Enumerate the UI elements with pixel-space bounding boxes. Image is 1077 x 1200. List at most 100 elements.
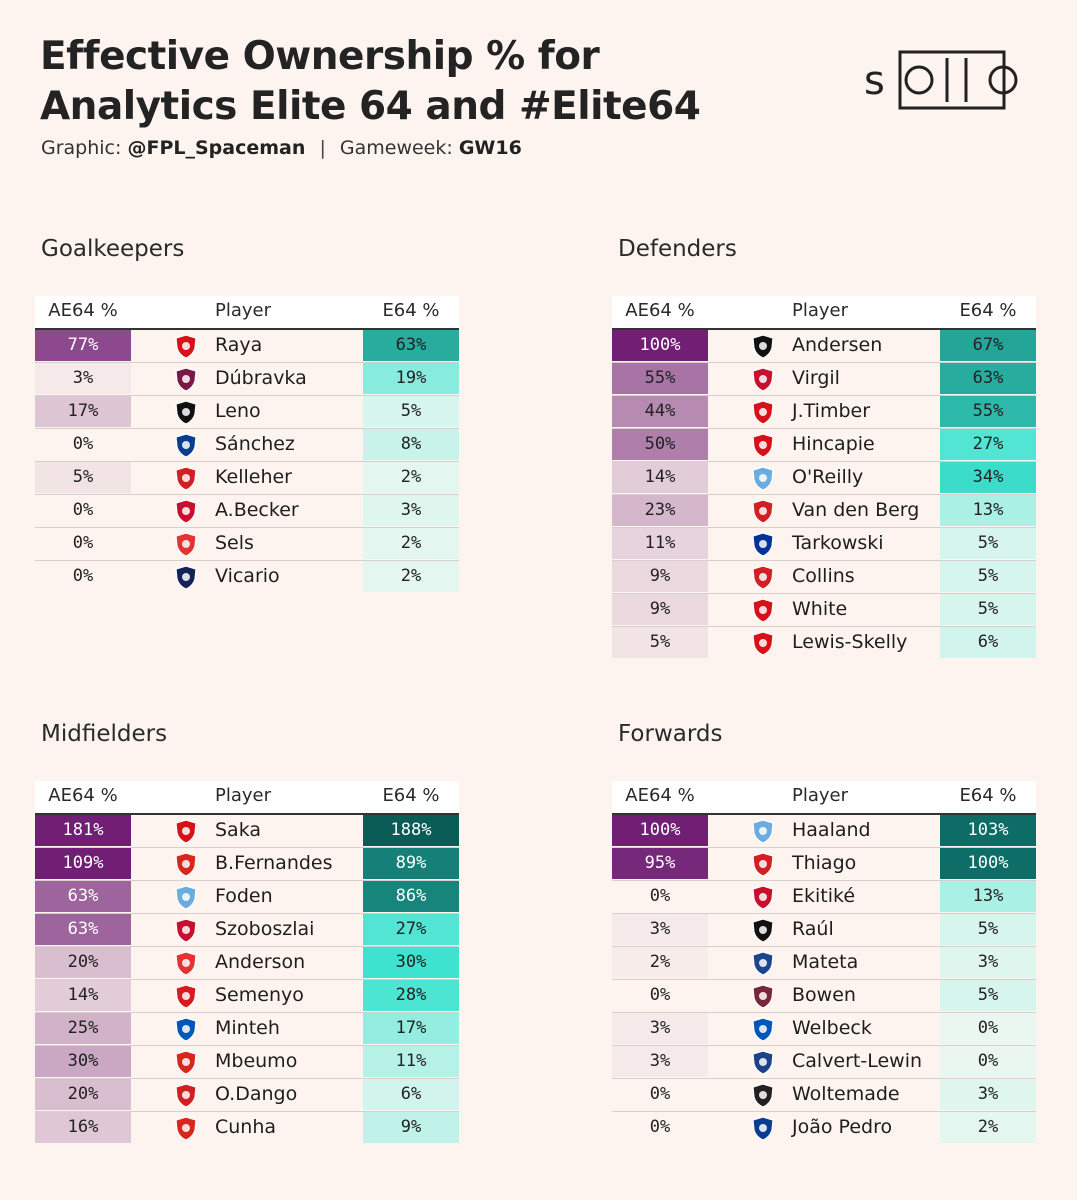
ae64-value-cell: 50% — [612, 429, 708, 460]
e64-value-cell: 3% — [940, 947, 1036, 978]
col-header-e64: E64 % — [363, 785, 459, 806]
chart-title: Effective Ownership % for Analytics Elit… — [40, 32, 740, 132]
ae64-value-cell: 25% — [35, 1013, 131, 1044]
player-name: Haaland — [792, 815, 871, 846]
col-header-e64: E64 % — [940, 300, 1036, 321]
table-row: 5% Lewis-Skelly 6% — [612, 627, 1036, 659]
table-row: 3% Raúl 5% — [612, 914, 1036, 947]
player-name: Tarkowski — [792, 528, 884, 559]
e64-value-cell: 3% — [363, 495, 459, 526]
col-header-ae64: AE64 % — [612, 785, 708, 806]
burnley-crest-icon — [173, 366, 199, 392]
arsenal-crest-icon — [750, 432, 776, 458]
player-name: Mbeumo — [215, 1046, 297, 1077]
e64-value-cell: 27% — [940, 429, 1036, 460]
table-body: 181% Saka 188% 109% B.Fernandes 89% 63% Foden 86… — [35, 815, 459, 1144]
col-header-ae64: AE64 % — [35, 785, 131, 806]
man-city-crest-icon — [173, 884, 199, 910]
table-row: 3% Dúbravka 19% — [35, 363, 459, 396]
ae64-value-cell: 14% — [612, 462, 708, 493]
e64-value-cell: 100% — [940, 848, 1036, 879]
section-title: Goalkeepers — [41, 236, 184, 262]
player-name: Saka — [215, 815, 261, 846]
table-row: 5% Kelleher 2% — [35, 462, 459, 495]
solio-logo-s: s — [864, 58, 885, 104]
table-row: 25% Minteh 17% — [35, 1013, 459, 1046]
col-header-player: Player — [215, 785, 271, 806]
col-header-player: Player — [792, 785, 848, 806]
ae64-value-cell: 3% — [612, 1013, 708, 1044]
e64-value-cell: 2% — [363, 528, 459, 559]
newcastle-crest-icon — [750, 1082, 776, 1108]
table-row: 109% B.Fernandes 89% — [35, 848, 459, 881]
crystal-palace-crest-icon — [750, 950, 776, 976]
solio-logo: s — [862, 44, 1022, 114]
table-row: 0% Sánchez 8% — [35, 429, 459, 462]
player-name: White — [792, 594, 847, 625]
brighton-crest-icon — [173, 1016, 199, 1042]
e64-value-cell: 5% — [940, 980, 1036, 1011]
player-name: Kelleher — [215, 462, 292, 493]
liverpool-crest-icon — [750, 884, 776, 910]
arsenal-crest-icon — [173, 818, 199, 844]
brighton-crest-icon — [750, 1016, 776, 1042]
liverpool-crest-icon — [173, 498, 199, 524]
e64-value-cell: 0% — [940, 1046, 1036, 1077]
player-name: Lewis-Skelly — [792, 627, 907, 658]
table-row: 0% João Pedro 2% — [612, 1112, 1036, 1144]
subtitle: Graphic: @FPL_Spaceman | Gameweek: GW16 — [41, 137, 522, 159]
e64-value-cell: 63% — [363, 330, 459, 361]
table-row: 30% Mbeumo 11% — [35, 1046, 459, 1079]
player-name: B.Fernandes — [215, 848, 333, 879]
gameweek-label: Gameweek: — [340, 137, 453, 159]
player-name: Raúl — [792, 914, 834, 945]
player-name: Anderson — [215, 947, 305, 978]
ae64-value-cell: 0% — [35, 495, 131, 526]
col-header-e64: E64 % — [940, 785, 1036, 806]
e64-value-cell: 5% — [940, 561, 1036, 592]
ae64-value-cell: 0% — [35, 528, 131, 559]
table-row: 14% O'Reilly 34% — [612, 462, 1036, 495]
table-row: 2% Mateta 3% — [612, 947, 1036, 980]
e64-value-cell: 63% — [940, 363, 1036, 394]
section-title: Midfielders — [41, 721, 167, 747]
player-name: Minteh — [215, 1013, 280, 1044]
table-header: AE64 % Player E64 % — [612, 781, 1036, 815]
col-header-player: Player — [792, 300, 848, 321]
player-name: Leno — [215, 396, 261, 427]
player-name: João Pedro — [792, 1112, 892, 1143]
table-row: 95% Thiago 100% — [612, 848, 1036, 881]
player-name: Hincapie — [792, 429, 875, 460]
table-row: 20% O.Dango 6% — [35, 1079, 459, 1112]
arsenal-crest-icon — [750, 630, 776, 656]
ae64-value-cell: 0% — [612, 1112, 708, 1143]
e64-value-cell: 17% — [363, 1013, 459, 1044]
table-row: 9% White 5% — [612, 594, 1036, 627]
e64-value-cell: 2% — [363, 561, 459, 592]
col-header-player: Player — [215, 300, 271, 321]
player-name: Cunha — [215, 1112, 276, 1143]
ae64-value-cell: 0% — [612, 980, 708, 1011]
ae64-value-cell: 3% — [612, 1046, 708, 1077]
e64-value-cell: 2% — [363, 462, 459, 493]
player-name: Calvert-Lewin — [792, 1046, 922, 1077]
chelsea-crest-icon — [173, 432, 199, 458]
ae64-value-cell: 9% — [612, 561, 708, 592]
e64-value-cell: 3% — [940, 1079, 1036, 1110]
midfielders-table: Midfielders AE64 % Player E64 % 181% Saka… — [35, 781, 459, 1144]
ae64-value-cell: 181% — [35, 815, 131, 846]
e64-value-cell: 28% — [363, 980, 459, 1011]
graphic-label: Graphic: — [41, 137, 121, 159]
ae64-value-cell: 20% — [35, 947, 131, 978]
player-name: Mateta — [792, 947, 858, 978]
player-name: Szoboszlai — [215, 914, 314, 945]
ae64-value-cell: 23% — [612, 495, 708, 526]
table-body: 100% Haaland 103% 95% Thiago 100% 0% Ekitiké 13%… — [612, 815, 1036, 1144]
table-row: 9% Collins 5% — [612, 561, 1036, 594]
e64-value-cell: 86% — [363, 881, 459, 912]
player-name: A.Becker — [215, 495, 299, 526]
ae64-value-cell: 55% — [612, 363, 708, 394]
table-row: 16% Cunha 9% — [35, 1112, 459, 1144]
player-name: Raya — [215, 330, 262, 361]
nottingham-forest-crest-icon — [173, 950, 199, 976]
